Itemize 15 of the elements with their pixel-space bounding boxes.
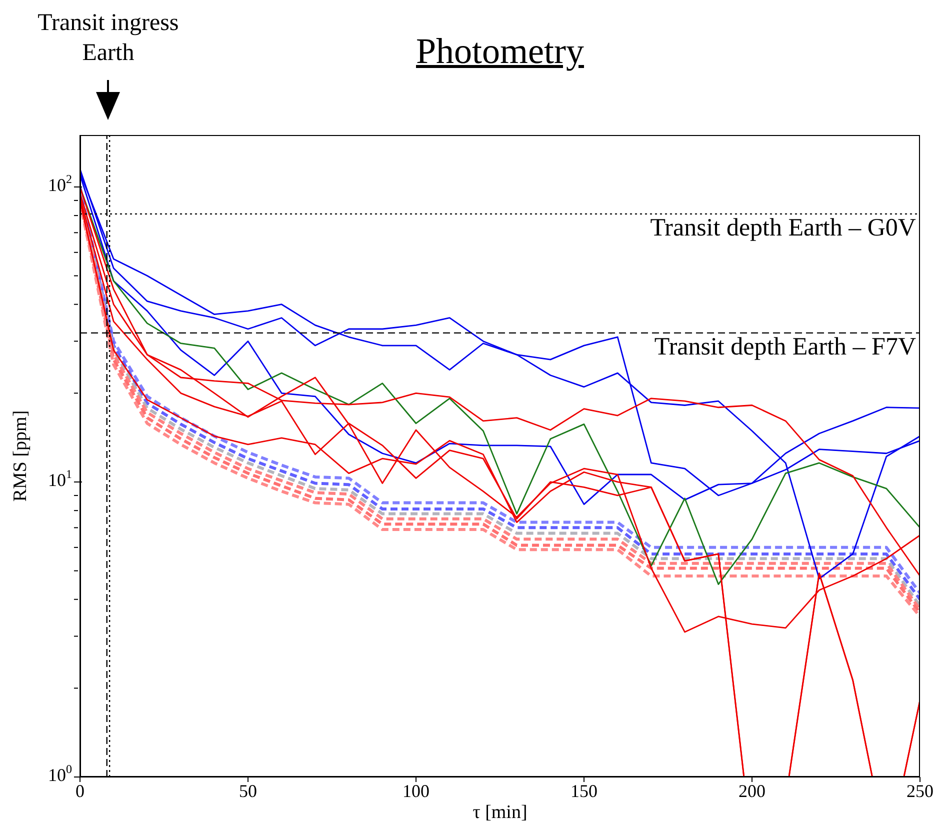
x-tick-label: 200 [738, 780, 766, 801]
x-tick-label: 50 [239, 780, 257, 801]
y-tick-label: 10$^{0}$ [48, 762, 72, 786]
y-tick-label: 10$^{1}$ [48, 466, 72, 490]
ref-line-label: Transit depth Earth – F7V [654, 334, 916, 361]
text: Transit ingress Earth [36, 9, 180, 68]
y-tick-label: 10$^{2}$ [48, 172, 72, 196]
ref-line-label: Transit depth Earth – G0V [650, 214, 916, 242]
x-tick-label: 0 [76, 780, 84, 801]
chart-title: Photometry [416, 31, 584, 71]
y-axis-title: RMS [ppm] [10, 409, 32, 504]
x-tick-label: 150 [570, 780, 598, 801]
x-tick-label: 100 [402, 780, 430, 801]
x-axis-title: τ [min] [472, 802, 528, 824]
x-tick-label: 250 [906, 780, 934, 801]
